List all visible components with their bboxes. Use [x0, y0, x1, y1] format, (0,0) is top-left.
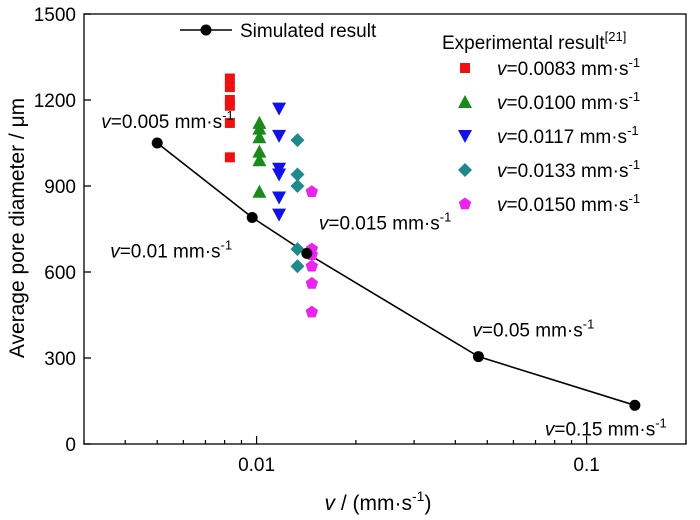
data-point-diamond — [290, 242, 305, 257]
legend-marker-diamond — [458, 163, 472, 177]
point-annotation: v=0.15 mm·s-1 — [545, 415, 667, 440]
data-point-pentagon — [305, 259, 318, 272]
simulated-point — [472, 351, 484, 363]
data-point-triangle-down — [272, 129, 287, 143]
data-point-triangle-up — [252, 121, 267, 135]
data-point-square — [224, 73, 235, 84]
simulated-series-line — [156, 142, 636, 407]
data-point-square — [224, 117, 235, 128]
x-axis-title: v / (mm·s-1) — [325, 488, 432, 515]
simulated-point — [629, 399, 641, 411]
data-point-square — [224, 95, 235, 105]
plot-border — [83, 13, 687, 445]
simulated-point — [151, 137, 163, 149]
legend-marker-triangle-up — [458, 95, 472, 108]
legend-label: v=0.0083 mm·s-1 — [497, 55, 640, 80]
data-point-square — [224, 152, 235, 163]
point-annotation: v=0.05 mm·s-1 — [472, 317, 594, 342]
point-annotation: v=0.005 mm·s-1 — [101, 108, 233, 133]
simulated-point — [301, 247, 313, 259]
legend-label: v=0.0150 mm·s-1 — [497, 191, 640, 216]
legend-simulated-label: Simulated result — [240, 21, 377, 42]
plot-area — [83, 13, 687, 445]
data-point-pentagon — [305, 276, 318, 289]
simulated-points — [151, 137, 641, 411]
point-annotation: v=0.01 mm·s-1 — [110, 238, 232, 263]
y-tick-label: 600 — [44, 263, 76, 284]
legend-simulated-marker — [200, 24, 212, 36]
legend-label: v=0.0117 mm·s-1 — [497, 123, 639, 148]
axis-ticks: 0 300 600 900 1200 1500 0.01 0.1 — [34, 5, 687, 476]
y-tick-label: 900 — [44, 177, 76, 198]
data-point-diamond — [290, 133, 305, 148]
point-annotation: v=0.015 mm·s-1 — [319, 209, 451, 234]
y-tick-label: 1200 — [34, 91, 76, 112]
legend-experimental-title: Experimental result[21] — [442, 29, 626, 54]
data-point-triangle-up — [252, 184, 267, 198]
y-axis-title: Average pore diameter / μm — [6, 98, 29, 358]
point-annotations: v=0.005 mm·s-1 v=0.01 mm·s-1 v=0.015 mm·s-… — [101, 108, 667, 440]
legend-marker-pentagon — [458, 197, 472, 210]
data-point-diamond — [290, 259, 305, 274]
data-point-square — [224, 82, 235, 93]
x-tick-label: 0.1 — [573, 455, 599, 476]
data-point-triangle-up — [252, 153, 267, 167]
data-point-diamond — [290, 167, 305, 182]
simulated-point — [246, 212, 258, 224]
x-tick-label: 0.01 — [238, 455, 275, 476]
legend-label: v=0.0133 mm·s-1 — [497, 157, 640, 182]
data-point-triangle-down — [272, 102, 287, 116]
y-tick-label: 1500 — [34, 5, 76, 26]
data-point-triangle-down — [272, 168, 287, 182]
y-tick-label: 0 — [65, 435, 76, 456]
data-point-triangle-up — [252, 144, 267, 158]
data-point-pentagon — [305, 305, 318, 318]
data-point-triangle-down — [272, 208, 287, 222]
data-point-square — [224, 100, 235, 111]
data-point-pentagon — [305, 185, 318, 197]
experimental-points — [224, 73, 318, 318]
simulated-line — [156, 142, 636, 407]
legend-label: v=0.0100 mm·s-1 — [497, 89, 640, 114]
data-point-triangle-up — [252, 130, 267, 144]
data-point-diamond — [290, 179, 305, 193]
y-tick-label: 300 — [44, 349, 76, 370]
data-point-triangle-down — [272, 191, 287, 205]
legend-marker-square — [460, 63, 470, 73]
legend-marker-triangle-down — [458, 130, 472, 143]
